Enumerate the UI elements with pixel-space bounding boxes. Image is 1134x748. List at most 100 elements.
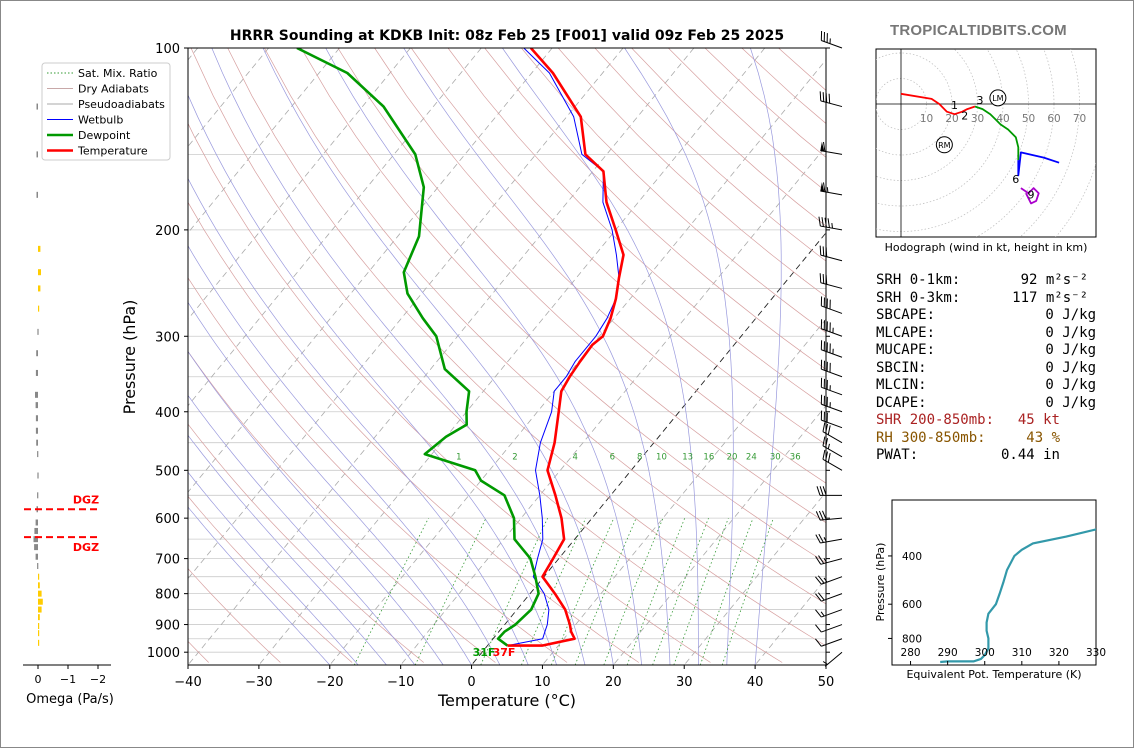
stat-value: 45 kt [1017,412,1060,428]
series-dewpoint [296,48,540,647]
stat-row: SBCIN: 0 J/kg [876,360,1096,378]
theta-x-tick-label: 300 [975,647,995,659]
mixing-ratio-line [626,518,686,665]
y-tick-label: 900 [155,619,180,634]
barb-full [822,246,825,256]
x-tick-label: −30 [245,675,272,690]
barb-full [822,436,826,446]
theta-y-tick-label: 800 [902,633,922,645]
omega-bar [38,639,40,646]
omega-panel: Omega (Pa/s) 0 −1 −2 DGZ DGZ [23,103,114,707]
legend-item: Sat. Mix. Ratio [78,67,158,80]
theta-x-tick-label: 280 [901,647,921,659]
wind-barb [815,555,843,565]
y-tick-label: 800 [155,588,180,603]
pseudoadiabat [188,94,557,665]
stat-value: 117 m²s⁻² [1012,289,1088,306]
hodo-segment [1017,151,1060,177]
barb-staff [821,403,843,413]
barb-full [815,638,822,647]
barb-full [815,624,822,633]
barb-half [823,558,828,563]
omega-bar [35,369,38,376]
barb-full [822,449,826,460]
stat-value: 0.44 in [1000,447,1060,463]
y-tick-label: 700 [155,553,180,568]
dry-adiabat [411,48,826,445]
wind-barb [819,91,843,108]
barb-full [815,511,821,521]
mixing-ratio-label: 20 [727,453,738,463]
pseudoadiabat [188,394,416,665]
isotherm-line [471,232,826,665]
stat-row: SRH 0-1km: 92 m²s⁻² [876,272,1096,290]
mixing-ratio-label: 8 [637,453,642,463]
theta-x-tick-label: 310 [1012,647,1032,659]
omega-bar [38,269,41,276]
isotherm-line [188,48,553,493]
omega-tick-label: 0 [35,673,42,686]
omega-bar [35,427,38,434]
barb-full [815,593,822,602]
dry-adiabat [557,48,826,298]
theta-y-tick-label: 600 [902,599,922,611]
stat-value: 43 % [1026,429,1060,446]
pseudoadiabat [502,48,699,665]
barb-full [822,422,826,432]
barb-full [822,141,826,152]
barb-full [825,247,828,257]
barb-half [827,443,830,450]
barb-staff [821,386,843,396]
y-tick-label: 100 [155,42,180,57]
theta-x-tick-label: 320 [1049,647,1069,659]
pseudoadiabat [188,301,472,665]
omega-bar [37,492,39,499]
barb-staff [820,558,843,565]
skewt-background-lines [188,48,826,665]
storm-motion-label: RM [938,141,951,150]
series-wetbulb [507,48,620,647]
stat-label: SBCAPE: [876,307,936,323]
dry-adiabat [188,423,424,663]
omega-bar [35,553,38,560]
dry-adiabat [188,495,353,663]
barb-staff [820,100,843,108]
barb-full [819,273,822,283]
barb-staff [821,624,843,633]
wind-barb [820,30,843,49]
x-tick-label: −20 [316,675,343,690]
omega-bar [33,536,38,543]
surface-temp-label: 37F [493,646,516,659]
hodo-segment [900,92,976,116]
barb-full [818,533,824,543]
y-tick-label: 1000 [147,646,180,661]
barb-full [819,245,822,256]
stat-value: 0 J/kg [1045,377,1096,393]
mixing-ratio-label: 6 [610,453,615,463]
dry-adiabat [337,48,826,524]
barb-full [821,510,827,520]
mixing-ratio-label: 36 [790,453,801,463]
hodo-ring-label: 60 [1047,113,1060,125]
hodo-height-label: 6 [1012,173,1019,186]
pseudoadiabat [262,48,614,665]
skewt-ylabel: Pressure (hPa) [120,300,139,415]
omega-bar [36,350,38,357]
wind-barb [818,216,843,231]
wind-barb [815,638,843,647]
omega-bar [38,614,40,621]
barb-staff [821,609,843,618]
stat-row: SRH 0-3km: 117 m²s⁻² [876,290,1096,308]
barb-full [816,486,821,496]
stat-value: 92 m²s⁻² [1020,272,1088,288]
barb-staff [820,150,843,155]
hodo-ring-label: 70 [1073,113,1086,125]
barb-half [831,222,833,229]
mixing-ratio-label: 30 [770,453,781,463]
barb-full [815,609,822,618]
barb-half [820,611,825,617]
stat-label: PWAT: [876,447,919,463]
storm-motion-marker [989,89,1007,107]
storm-motion-label: LM [992,94,1003,103]
mixing-ratio-line [673,518,729,665]
